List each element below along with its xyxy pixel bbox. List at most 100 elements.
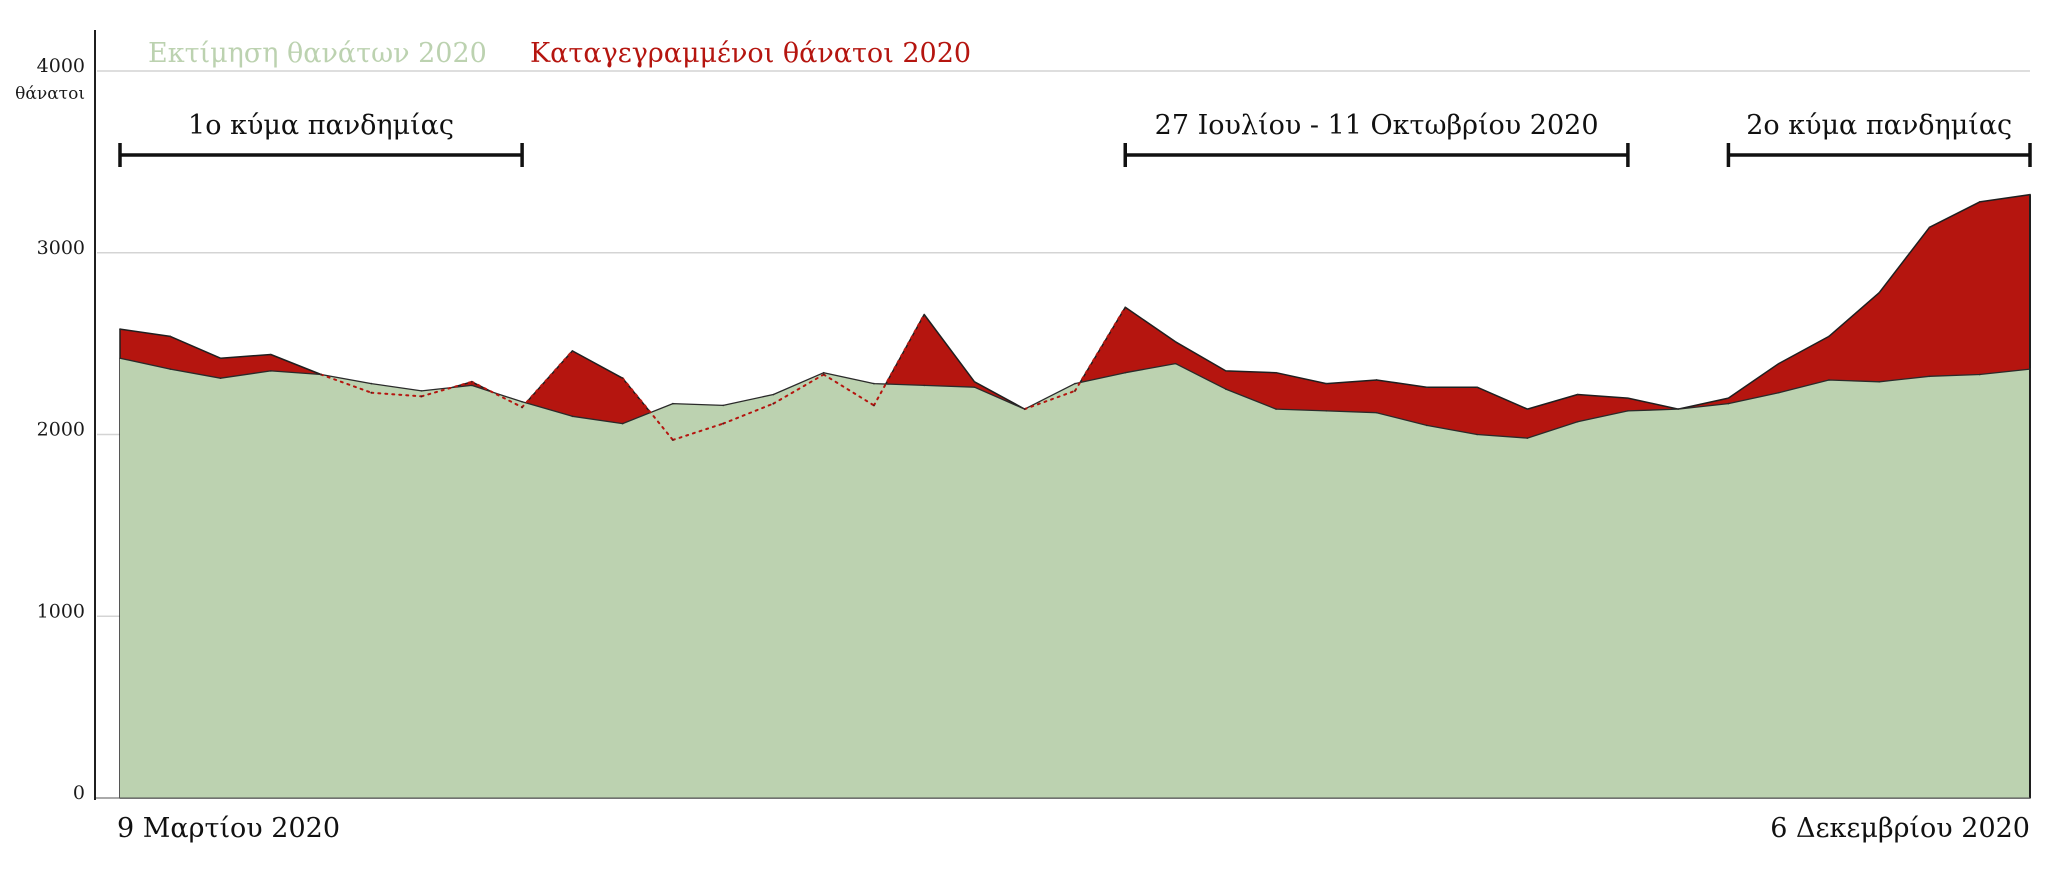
expected-point bbox=[973, 386, 976, 389]
legend: Εκτίμηση θανάτων 2020 Καταγεγραμμένοι θά… bbox=[148, 38, 971, 69]
expected-point bbox=[521, 400, 523, 403]
expected-point bbox=[1426, 424, 1428, 427]
x-start-label: 9 Μαρτίου 2020 bbox=[117, 813, 340, 844]
expected-deaths-area bbox=[120, 358, 2030, 798]
expected-point bbox=[923, 384, 926, 387]
expected-point bbox=[1174, 362, 1177, 365]
recorded-below-segment bbox=[872, 313, 926, 407]
recorded-point bbox=[219, 357, 222, 359]
recorded-point bbox=[2029, 193, 2031, 196]
recorded-point bbox=[772, 402, 775, 405]
recorded-point bbox=[1375, 379, 1378, 381]
recorded-point bbox=[1677, 408, 1679, 410]
recorded-point bbox=[1124, 306, 1127, 309]
y-unit-label: θάνατοι bbox=[15, 84, 85, 104]
expected-point bbox=[822, 371, 825, 374]
area-layers bbox=[95, 193, 2031, 799]
recorded-point bbox=[1325, 382, 1328, 385]
y-tick-1000: 1000 bbox=[37, 600, 85, 622]
y-tick-0: 0 bbox=[73, 782, 85, 804]
annotation-label: 2ο κύμα πανδημίας bbox=[1746, 110, 2012, 141]
recorded-point bbox=[1426, 386, 1428, 389]
expected-point bbox=[1727, 402, 1730, 405]
recorded-below-segment bbox=[1074, 306, 1127, 392]
recorded-point bbox=[1828, 335, 1830, 338]
recorded-point bbox=[1627, 397, 1629, 399]
annotations: 1ο κύμα πανδημίας 27 Ιουλίου - 11 Οκτωβρί… bbox=[118, 110, 2032, 167]
recorded-point bbox=[1526, 408, 1529, 410]
recorded-below-segment bbox=[621, 377, 674, 441]
x-end-label: 6 Δεκεμβρίου 2020 bbox=[1770, 813, 2030, 844]
recorded-point bbox=[1174, 341, 1177, 343]
expected-point bbox=[420, 390, 423, 392]
expected-point bbox=[1777, 391, 1780, 394]
recorded-point bbox=[873, 404, 875, 407]
expected-point bbox=[1074, 382, 1076, 385]
recorded-point bbox=[923, 313, 926, 316]
expected-point bbox=[672, 402, 674, 405]
recorded-point bbox=[370, 391, 373, 394]
recorded-point bbox=[973, 380, 976, 383]
expected-point bbox=[1878, 380, 1881, 383]
recorded-point bbox=[722, 422, 724, 425]
recorded-point bbox=[621, 377, 624, 379]
annotation-2: 27 Ιουλίου - 11 Οκτωβρίου 2020 bbox=[1123, 110, 1630, 167]
recorded-point bbox=[1275, 371, 1277, 374]
recorded-point bbox=[1878, 291, 1881, 294]
legend-expected: Εκτίμηση θανάτων 2020 bbox=[148, 38, 487, 69]
recorded-below-segment bbox=[370, 391, 423, 398]
expected-point bbox=[1928, 375, 1931, 378]
expected-point bbox=[219, 377, 222, 379]
expected-point bbox=[873, 382, 875, 385]
expected-point bbox=[772, 393, 775, 396]
expected-point bbox=[1476, 433, 1478, 436]
recorded-below-segment bbox=[420, 380, 473, 398]
recorded-point bbox=[822, 373, 825, 376]
expected-point bbox=[2029, 368, 2031, 370]
recorded-below-segment bbox=[772, 373, 825, 405]
recorded-below-segment bbox=[1023, 389, 1076, 411]
legend-recorded: Καταγεγραμμένοι θάνατοι 2020 bbox=[530, 38, 971, 69]
recorded-below-segment bbox=[521, 349, 574, 409]
recorded-point bbox=[119, 328, 121, 330]
recorded-point bbox=[1978, 201, 1981, 203]
recorded-point bbox=[169, 335, 172, 338]
expected-point bbox=[1124, 371, 1127, 374]
recorded-point bbox=[672, 439, 674, 441]
expected-point bbox=[1224, 388, 1227, 390]
recorded-below-segment bbox=[722, 402, 775, 425]
annotation-3: 2ο κύμα πανδημίας bbox=[1726, 110, 2032, 167]
expected-point bbox=[269, 370, 272, 372]
recorded-point bbox=[420, 395, 423, 398]
expected-point bbox=[722, 404, 724, 407]
expected-point bbox=[1275, 408, 1277, 410]
recorded-point bbox=[571, 350, 574, 352]
recorded-point bbox=[269, 353, 272, 356]
recorded-point bbox=[1074, 390, 1076, 392]
y-tick-labels: 0 1000 2000 3000 4000 bbox=[37, 55, 85, 804]
annotation-label: 27 Ιουλίου - 11 Οκτωβρίου 2020 bbox=[1155, 110, 1599, 141]
recorded-point bbox=[471, 380, 473, 383]
recorded-point bbox=[1777, 362, 1780, 365]
y-tick-2000: 2000 bbox=[37, 419, 85, 441]
recorded-below-segment bbox=[320, 373, 373, 394]
expected-point bbox=[571, 415, 574, 418]
recorded-below-segment bbox=[671, 422, 725, 441]
expected-point bbox=[169, 368, 172, 370]
recorded-point bbox=[1224, 370, 1227, 372]
recorded-point bbox=[1727, 397, 1730, 399]
expected-point bbox=[1325, 410, 1328, 412]
expected-point bbox=[621, 422, 624, 425]
recorded-point bbox=[1476, 386, 1478, 389]
y-tick-4000: 4000 bbox=[37, 55, 85, 77]
expected-point bbox=[471, 384, 473, 387]
recorded-below-segment bbox=[470, 380, 524, 409]
annotation-label: 1ο κύμα πανδημίας bbox=[188, 110, 454, 141]
recorded-below-segment bbox=[822, 373, 875, 407]
expected-point bbox=[1375, 411, 1378, 414]
recorded-point bbox=[1023, 408, 1026, 410]
recorded-point bbox=[1928, 226, 1931, 229]
expected-point bbox=[1526, 437, 1529, 439]
expected-point bbox=[1576, 420, 1579, 423]
